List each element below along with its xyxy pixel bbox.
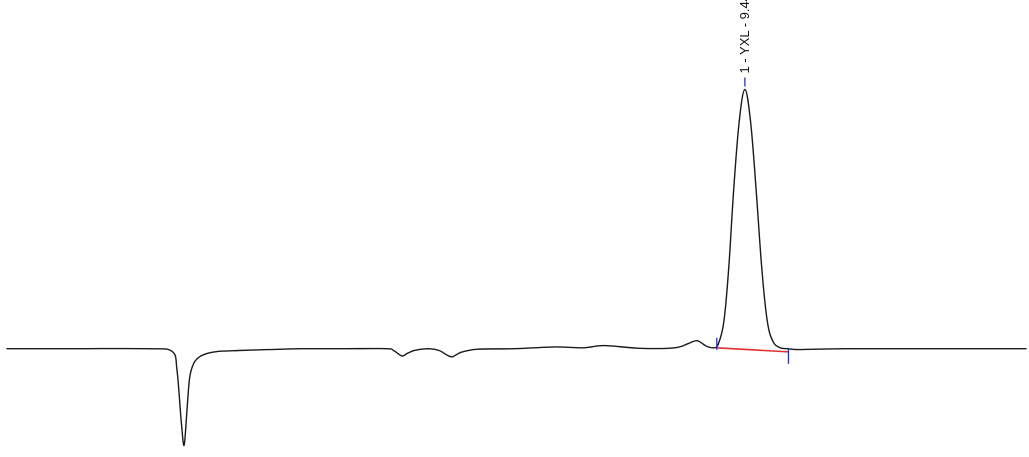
peak-baseline	[716, 347, 789, 353]
chromatogram-trace	[6, 88, 1027, 447]
peak-label: 1 - YXL - 9.442	[737, 0, 752, 74]
